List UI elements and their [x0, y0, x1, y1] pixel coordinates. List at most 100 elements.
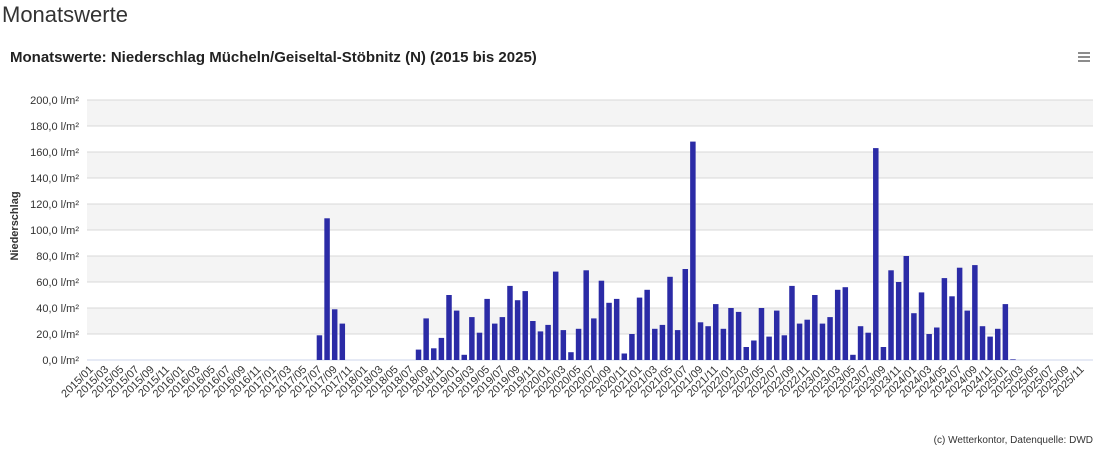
y-tick-label: 100,0 l/m²	[30, 225, 79, 237]
bar	[994, 328, 1001, 360]
bar	[804, 319, 810, 360]
menu-button[interactable]	[1074, 50, 1092, 64]
bar	[941, 278, 948, 360]
bar	[682, 269, 689, 360]
bar	[812, 295, 818, 360]
bar	[514, 300, 521, 360]
bar	[499, 317, 506, 360]
credit: (c) Wetterkontor, Datenquelle: DWD	[934, 435, 1093, 446]
bar	[446, 295, 452, 360]
plot-band	[87, 100, 1093, 126]
bar	[575, 328, 582, 360]
bar	[591, 318, 597, 360]
bar	[469, 317, 475, 360]
bar	[979, 326, 986, 360]
plot-band	[87, 204, 1093, 230]
bar	[339, 323, 346, 360]
bar	[857, 326, 864, 360]
bar	[865, 332, 871, 360]
bar	[796, 323, 803, 360]
bar	[888, 270, 894, 360]
bar	[613, 298, 620, 360]
bar	[674, 330, 681, 360]
bar	[743, 347, 749, 360]
y-axis-label: Niederschlag	[9, 191, 21, 260]
bar	[934, 327, 940, 360]
y-tick-label: 20,0 l/m²	[36, 329, 79, 341]
bar	[431, 348, 437, 360]
page-title: Monatswerte	[2, 2, 128, 27]
y-tick-label: 180,0 l/m²	[30, 121, 79, 133]
bar	[964, 310, 970, 360]
bar	[461, 354, 467, 360]
bar	[629, 334, 635, 360]
bar	[911, 313, 917, 360]
bar	[484, 298, 490, 360]
bar	[834, 289, 841, 360]
bar	[713, 304, 719, 360]
bar	[827, 317, 833, 360]
bar	[507, 285, 513, 360]
bar	[949, 296, 955, 360]
bar	[453, 310, 460, 360]
bar	[598, 280, 605, 360]
bar	[491, 323, 498, 360]
bar	[530, 321, 536, 360]
y-tick-label: 120,0 l/m²	[30, 199, 79, 211]
y-tick-label: 160,0 l/m²	[30, 147, 79, 159]
bar	[789, 285, 795, 360]
bar	[781, 335, 788, 360]
bar	[1002, 304, 1009, 360]
bar	[728, 308, 734, 360]
bar	[331, 309, 338, 360]
plot-band	[87, 256, 1093, 282]
bar	[667, 276, 673, 360]
bar	[903, 256, 910, 360]
bar	[644, 289, 650, 360]
bar	[850, 354, 856, 360]
bar	[552, 271, 559, 360]
y-tick-label: 0,0 l/m²	[42, 355, 79, 367]
bar	[926, 334, 932, 360]
bar	[987, 336, 993, 360]
bar	[751, 340, 757, 360]
bar	[690, 141, 696, 360]
bar	[537, 331, 544, 360]
bar	[606, 302, 612, 360]
y-tick-label: 40,0 l/m²	[36, 303, 79, 315]
bar	[659, 324, 666, 360]
y-tick-label: 80,0 l/m²	[36, 251, 79, 263]
y-tick-label: 60,0 l/m²	[36, 277, 79, 289]
bar	[636, 297, 643, 360]
bar	[1010, 359, 1016, 360]
bar	[583, 270, 589, 360]
bar	[918, 292, 925, 360]
chart-title: Monatswerte: Niederschlag Mücheln/Geisel…	[10, 49, 537, 66]
bar	[438, 337, 445, 360]
bar	[545, 324, 551, 360]
bar	[568, 352, 574, 360]
bar	[560, 330, 567, 360]
bar	[895, 282, 902, 360]
bar	[720, 328, 727, 360]
bar	[766, 336, 772, 360]
bar	[880, 347, 887, 360]
bar	[956, 267, 963, 360]
y-tick-label: 140,0 l/m²	[30, 173, 79, 185]
bar	[522, 291, 528, 360]
y-tick-label: 200,0 l/m²	[30, 95, 79, 107]
bar	[697, 322, 704, 360]
bar	[415, 349, 422, 360]
bar	[324, 218, 330, 360]
bar	[316, 335, 323, 360]
bar	[621, 353, 628, 360]
bar	[758, 308, 765, 360]
bar	[735, 311, 742, 360]
bar	[476, 332, 483, 360]
plot-band	[87, 152, 1093, 178]
bar	[873, 148, 879, 360]
bar	[972, 265, 978, 360]
bar	[819, 323, 826, 360]
